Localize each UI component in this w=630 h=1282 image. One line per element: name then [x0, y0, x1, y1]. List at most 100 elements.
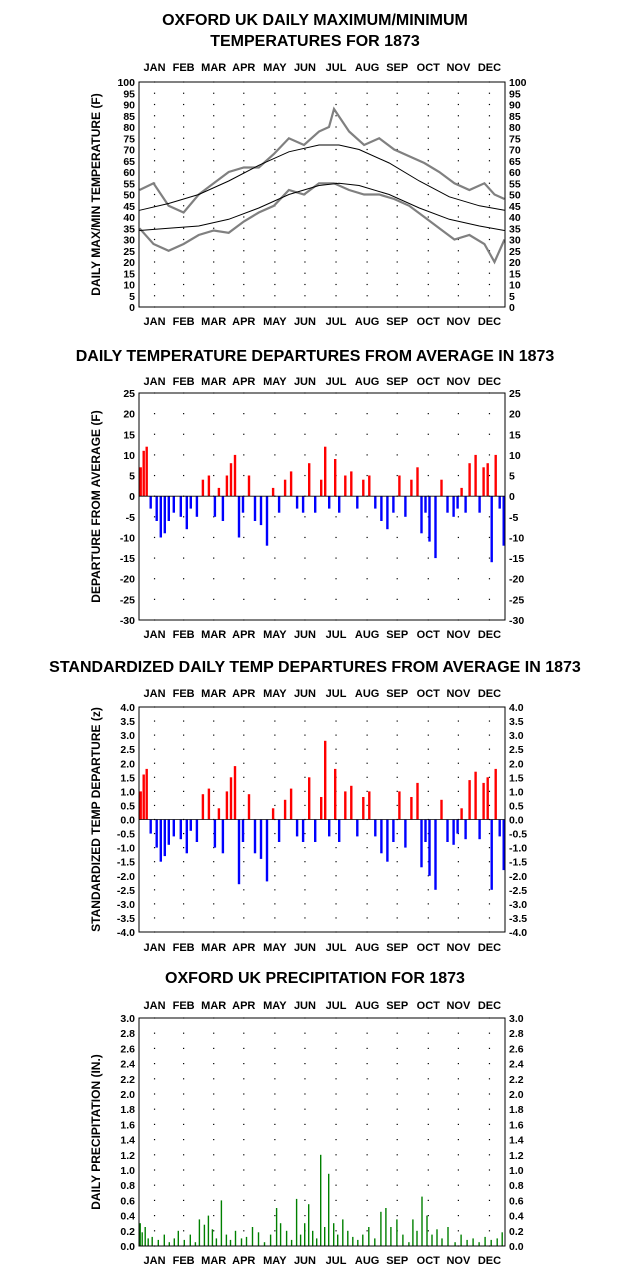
y-tick-label-left: 60: [123, 167, 135, 179]
bar: [237, 496, 241, 538]
month-label-top: JAN: [144, 1000, 166, 1012]
bar: [496, 1238, 498, 1246]
bar: [386, 819, 389, 862]
bar: [163, 496, 166, 534]
bar: [320, 479, 323, 497]
y-tick-label-right: -25: [509, 594, 524, 606]
bar: [179, 819, 182, 840]
y-tick-label-left: -25: [120, 594, 135, 606]
y-tick-label-left: 10: [123, 280, 135, 292]
month-label-bottom: DEC: [478, 1255, 501, 1267]
chart-title: DAILY TEMPERATURE DEPARTURES FROM AVERAG…: [76, 348, 555, 365]
y-tick-label-left: -20: [120, 574, 135, 586]
month-label-top: APR: [232, 376, 255, 388]
bar: [277, 496, 281, 513]
bar: [207, 1215, 210, 1246]
y-tick-label-left: 0.6: [120, 1195, 135, 1207]
y-tick-label-right: 0.6: [509, 1195, 524, 1207]
bar: [490, 819, 493, 890]
month-label-top: FEB: [173, 688, 195, 700]
bar: [163, 819, 166, 857]
plot-frame: [138, 706, 506, 933]
bar: [474, 771, 477, 820]
y-tick-label-right: 2.2: [509, 1074, 524, 1086]
month-label-bottom: FEB: [173, 629, 195, 641]
y-axis-label: STANDARDIZED TEMP DEPARTURE (z): [89, 707, 103, 932]
y-tick-label-left: 0.2: [120, 1226, 135, 1238]
y-tick-label-left: 95: [123, 88, 135, 100]
bar: [215, 1238, 218, 1246]
plot-frame: [138, 81, 506, 308]
month-label-bottom: JAN: [144, 942, 166, 954]
bar: [431, 1234, 433, 1246]
bar: [324, 1227, 326, 1246]
month-label-bottom: JUN: [294, 629, 316, 641]
bar: [460, 1234, 462, 1246]
dotted-grid: [153, 1017, 491, 1247]
bar: [502, 496, 505, 546]
bar: [201, 794, 205, 820]
y-tick-label-right: 0.0: [509, 815, 524, 827]
y-tick-label-left: 10: [123, 450, 135, 462]
bar: [247, 475, 251, 497]
month-label-bottom: MAY: [263, 629, 287, 641]
bar: [229, 777, 233, 820]
bar: [380, 1211, 382, 1246]
y-tick-label-left: 0: [129, 491, 135, 503]
y-tick-label-right: 1.0: [509, 1165, 524, 1177]
bar: [295, 496, 299, 509]
bar: [320, 797, 323, 820]
y-tick-label-left: 80: [123, 122, 135, 134]
bar: [412, 1219, 414, 1246]
bar: [328, 819, 331, 837]
bar: [385, 1208, 387, 1246]
bar: [265, 496, 269, 546]
bar: [139, 791, 142, 820]
month-label-top: MAY: [263, 62, 287, 74]
month-label-bottom: DEC: [478, 316, 501, 328]
month-label-top: JUN: [294, 688, 316, 700]
month-label-top: APR: [232, 62, 255, 74]
bar: [447, 1227, 449, 1246]
bar: [334, 768, 337, 820]
bar: [446, 496, 449, 513]
bar: [225, 475, 229, 497]
month-label-top: FEB: [173, 62, 195, 74]
y-tick-label-right: 75: [509, 133, 521, 145]
y-tick-label-right: 0.5: [509, 800, 524, 812]
bar: [221, 496, 225, 521]
bar: [141, 1232, 143, 1246]
month-label-bottom: NOV: [446, 629, 471, 641]
y-tick-label-left: 65: [123, 156, 135, 168]
bar: [217, 808, 221, 820]
y-tick-label-right: 10: [509, 280, 521, 292]
bar: [233, 766, 237, 820]
bar: [145, 768, 148, 820]
bar: [149, 496, 152, 509]
bar: [233, 454, 237, 497]
bar: [386, 496, 389, 530]
y-tick-label-right: 0.4: [509, 1211, 524, 1223]
y-tick-label-right: -2.0: [509, 871, 527, 883]
y-tick-label-right: 35: [509, 223, 521, 235]
y-tick-label-left: -3.0: [117, 899, 135, 911]
month-label-bottom: FEB: [173, 1255, 195, 1267]
bar: [241, 496, 245, 513]
y-tick-label-left: 30: [123, 235, 135, 247]
bar: [446, 819, 449, 842]
y-tick-label-left: 0: [129, 302, 135, 314]
y-tick-label-right: 3.0: [509, 1013, 524, 1025]
month-label-bottom: OCT: [417, 942, 441, 954]
bars: [139, 1154, 503, 1246]
bar: [145, 446, 148, 497]
bar: [308, 1204, 310, 1246]
bar: [498, 496, 501, 509]
bar: [269, 1234, 272, 1246]
bar: [151, 1236, 153, 1246]
y-tick-label-left: 0.8: [120, 1180, 135, 1192]
y-tick-label-right: 10: [509, 450, 521, 462]
y-tick-label-right: -3.0: [509, 899, 527, 911]
month-label-bottom: MAY: [263, 942, 287, 954]
bar: [304, 1223, 306, 1246]
y-tick-label-right: 50: [509, 190, 521, 202]
